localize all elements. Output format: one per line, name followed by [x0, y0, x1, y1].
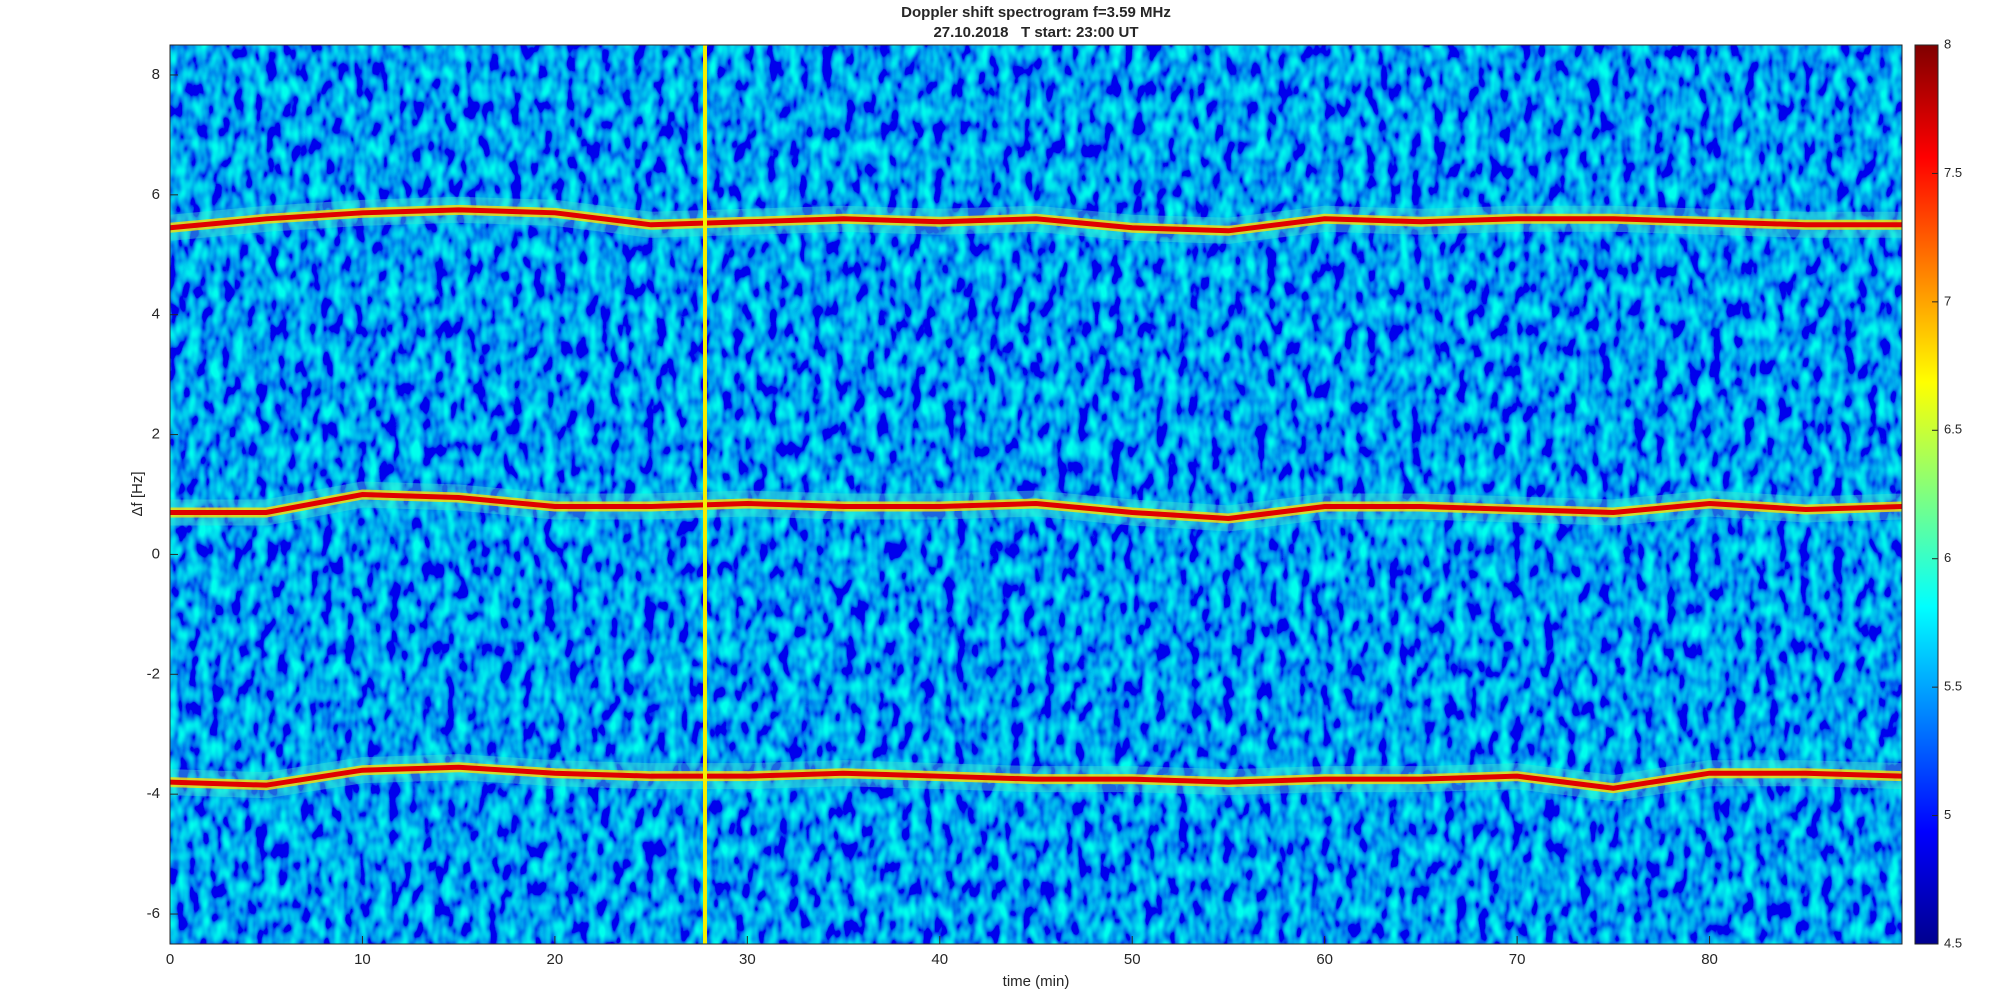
y-axis-label: Δf [Hz]: [129, 471, 146, 516]
colorbar-tick-label: 4.5: [1944, 935, 1962, 950]
colorbar-tick-label: 5: [1944, 807, 1951, 822]
x-tick-label: 50: [1124, 951, 1141, 968]
x-tick-label: 0: [166, 951, 174, 968]
y-tick-label: 4: [152, 306, 160, 323]
colorbar-tick-label: 5.5: [1944, 679, 1962, 694]
colorbar: [1914, 44, 1939, 945]
x-tick-label: 20: [547, 951, 564, 968]
colorbar-tick-label: 8: [1944, 36, 1951, 51]
plot-frame: [169, 44, 1903, 945]
y-tick-label: 0: [152, 545, 160, 562]
y-tick-label: -2: [147, 665, 160, 682]
plot-area: [170, 45, 1902, 944]
x-tick-label: 10: [354, 951, 371, 968]
x-tick-label: 60: [1316, 951, 1333, 968]
chart-title: Doppler shift spectrogram f=3.59 MHz: [901, 4, 1171, 21]
y-tick-label: 6: [152, 186, 160, 203]
colorbar-tick-label: 7: [1944, 293, 1951, 308]
signal-trace: [170, 764, 1902, 791]
x-tick-label: 40: [931, 951, 948, 968]
colorbar-tick-label: 7.5: [1944, 165, 1962, 180]
y-tick-label: -6: [147, 905, 160, 922]
marks: [170, 45, 1902, 944]
x-tick-label: 80: [1701, 951, 1718, 968]
y-tick-label: -4: [147, 785, 160, 802]
chart-subtitle: 27.10.2018 T start: 23:00 UT: [933, 24, 1138, 41]
signal-trace: [170, 207, 1902, 234]
colorbar-tick-label: 6: [1944, 550, 1951, 565]
y-tick-label: 2: [152, 426, 160, 443]
x-tick-label: 70: [1509, 951, 1526, 968]
colorbar-tick-label: 6.5: [1944, 422, 1962, 437]
signal-trace: [170, 491, 1902, 521]
x-tick-label: 30: [739, 951, 756, 968]
x-axis-label: time (min): [1003, 973, 1070, 990]
y-tick-label: 8: [152, 66, 160, 83]
